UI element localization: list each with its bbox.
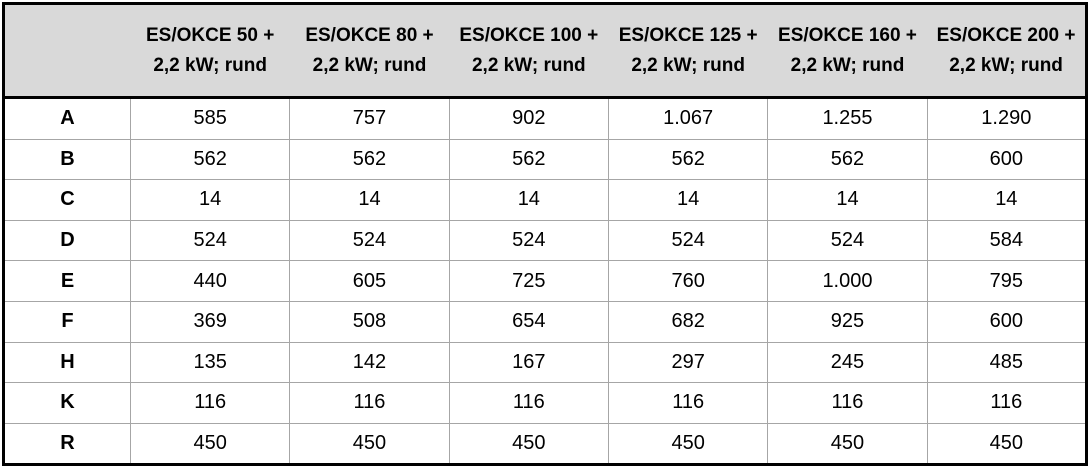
table-row: D 524 524 524 524 524 584: [3, 219, 1088, 262]
cell-value: 585: [129, 97, 291, 140]
cell-value: 1.067: [607, 97, 769, 140]
cell-value: 562: [129, 138, 291, 181]
column-header: ES/OKCE 160 + 2,2 kW; rund: [767, 3, 928, 99]
row-key: B: [3, 138, 131, 181]
cell-value: 757: [289, 97, 450, 140]
cell-value: 524: [129, 219, 291, 262]
cell-value: 297: [607, 341, 769, 384]
table-row: A 585 757 902 1.067 1.255 1.290: [3, 97, 1088, 140]
cell-value: 795: [926, 260, 1088, 302]
cell-value: 725: [448, 260, 609, 302]
column-header: ES/OKCE 50 + 2,2 kW; rund: [130, 3, 290, 99]
cell-value: 524: [607, 219, 769, 262]
cell-value: 14: [767, 179, 928, 221]
cell-value: 524: [767, 219, 928, 262]
table-row: K 116 116 116 116 116 116: [3, 382, 1088, 424]
cell-value: 116: [926, 382, 1088, 424]
cell-value: 14: [448, 179, 609, 221]
row-key: D: [3, 219, 131, 262]
cell-value: 14: [607, 179, 769, 221]
cell-value: 167: [448, 341, 609, 384]
cell-value: 1.000: [767, 260, 928, 302]
cell-value: 562: [767, 138, 928, 181]
cell-value: 116: [607, 382, 769, 424]
cell-value: 654: [448, 300, 609, 343]
cell-value: 14: [926, 179, 1088, 221]
cell-value: 682: [607, 300, 769, 343]
cell-value: 1.255: [767, 97, 928, 140]
cell-value: 562: [289, 138, 450, 181]
cell-value: 600: [926, 300, 1088, 343]
table-row: E 440 605 725 760 1.000 795: [3, 260, 1088, 302]
corner-cell: [3, 3, 131, 99]
cell-value: 116: [767, 382, 928, 424]
cell-value: 584: [926, 219, 1088, 262]
cell-value: 116: [448, 382, 609, 424]
column-header: ES/OKCE 200 + 2,2 kW; rund: [927, 3, 1087, 99]
row-key: A: [3, 97, 131, 140]
cell-value: 760: [607, 260, 769, 302]
cell-value: 14: [129, 179, 291, 221]
cell-value: 450: [607, 422, 769, 466]
header-row: ES/OKCE 50 + 2,2 kW; rund ES/OKCE 80 + 2,…: [3, 3, 1087, 99]
cell-value: 450: [129, 422, 291, 466]
cell-value: 245: [767, 341, 928, 384]
cell-value: 562: [448, 138, 609, 181]
cell-value: 440: [129, 260, 291, 302]
row-key: F: [3, 300, 131, 343]
table-row: B 562 562 562 562 562 600: [3, 138, 1088, 181]
row-key: E: [3, 260, 131, 302]
cell-value: 14: [289, 179, 450, 221]
cell-value: 116: [289, 382, 450, 424]
cell-value: 142: [289, 341, 450, 384]
column-header: ES/OKCE 80 + 2,2 kW; rund: [289, 3, 450, 99]
cell-value: 369: [129, 300, 291, 343]
column-header: ES/OKCE 100 + 2,2 kW; rund: [449, 3, 609, 99]
cell-value: 605: [289, 260, 450, 302]
cell-value: 562: [607, 138, 769, 181]
row-key: R: [3, 422, 131, 466]
row-key: K: [3, 382, 131, 424]
row-key: H: [3, 341, 131, 384]
cell-value: 135: [129, 341, 291, 384]
cell-value: 485: [926, 341, 1088, 384]
cell-value: 450: [926, 422, 1088, 466]
cell-value: 902: [448, 97, 609, 140]
cell-value: 508: [289, 300, 450, 343]
cell-value: 600: [926, 138, 1088, 181]
cell-value: 450: [767, 422, 928, 466]
cell-value: 925: [767, 300, 928, 343]
table-row: F 369 508 654 682 925 600: [3, 300, 1088, 343]
table-row: H 135 142 167 297 245 485: [3, 341, 1088, 384]
cell-value: 1.290: [926, 97, 1088, 140]
cell-value: 116: [129, 382, 291, 424]
cell-value: 524: [448, 219, 609, 262]
cell-value: 524: [289, 219, 450, 262]
row-key: C: [3, 179, 131, 221]
table-row: R 450 450 450 450 450 450: [3, 422, 1088, 466]
table-row: C 14 14 14 14 14 14: [3, 179, 1088, 221]
column-header: ES/OKCE 125 + 2,2 kW; rund: [608, 3, 768, 99]
cell-value: 450: [448, 422, 609, 466]
table-body: A 585 757 902 1.067 1.255 1.290 B 562 562 562 562 56…: [3, 97, 1088, 466]
cell-value: 450: [289, 422, 450, 466]
